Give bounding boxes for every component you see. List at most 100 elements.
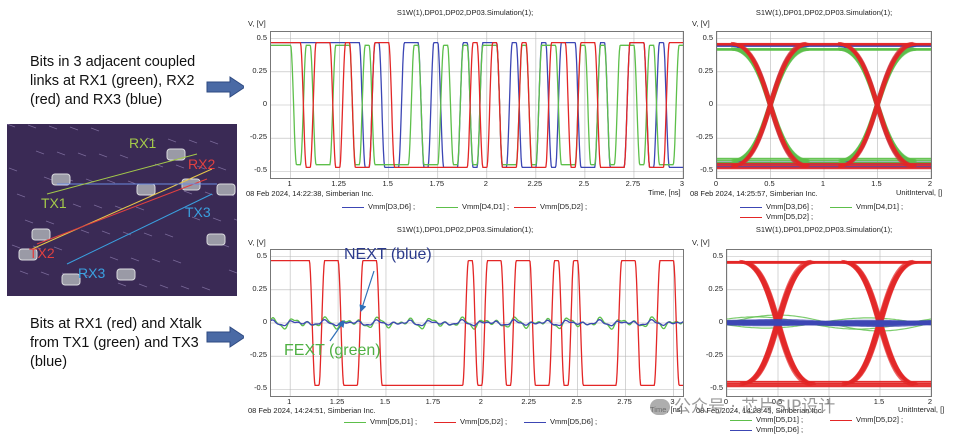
eye-trace [734, 42, 810, 168]
layout-trace [32, 245, 42, 250]
annotation-next: NEXT (blue) [344, 246, 432, 263]
legend-label: Vmm[D5,D6] ; [550, 417, 598, 426]
layout-trace [45, 220, 55, 225]
legend-item: Vmm[D5,D1] ; [344, 417, 417, 426]
legend-swatch [436, 206, 458, 208]
plot-area[interactable] [726, 249, 932, 397]
y-tick-label: 0 [708, 99, 713, 108]
y-tick-label: -0.5 [254, 383, 267, 393]
x-tick-label: 1.5 [382, 179, 393, 188]
legend-swatch [524, 421, 546, 423]
legend-item: Vmm[D5,D1] ; [730, 415, 803, 424]
layout-trace [228, 269, 237, 274]
x-tick-label: 2.5 [578, 179, 590, 188]
layout-trace [212, 217, 222, 222]
eye-trace [841, 42, 917, 168]
legend-label: Vmm[D5,D6] ; [756, 425, 804, 434]
caption-top: Bits in 3 adjacent coupled links at RX1 … [30, 54, 196, 108]
watermark-text: 公众号 · 芯片SIP设计 [674, 397, 836, 417]
layout-route [31, 168, 213, 250]
x-axis-label: Time, [ns] [648, 188, 681, 197]
x-tick-label: 3 [679, 179, 685, 188]
x-tick-label: 2 [927, 397, 933, 406]
chart-title: S1W(1),DP01,DP02,DP03.Simulation(1); [755, 8, 893, 17]
y-tick-label: 0.5 [712, 250, 723, 260]
y-tick-label: 0.5 [256, 32, 267, 42]
x-tick-label: 2 [483, 179, 488, 188]
layout-trace [56, 151, 66, 156]
layout-trace [77, 152, 87, 157]
y-tick-label: 0.5 [702, 32, 713, 42]
layout-pad [216, 183, 236, 196]
layout-trace [48, 125, 58, 130]
arrow-fext [329, 320, 345, 342]
x-tick-label: 2.75 [617, 397, 632, 406]
layout-route [46, 153, 198, 195]
layout-trace [143, 232, 153, 237]
layout-trace [98, 153, 108, 158]
layout-trace [53, 246, 63, 251]
legend-label: Vmm[D3,D6] ; [368, 202, 416, 211]
legend-swatch [730, 429, 752, 431]
legend-label: Vmm[D5,D2] ; [540, 202, 588, 211]
x-tick-label: 1 [825, 397, 831, 406]
chart-title: S1W(1),DP01,DP02,DP03.Simulation(1); [396, 8, 534, 17]
legend-swatch [740, 206, 762, 208]
layout-trace [196, 165, 206, 170]
legend-swatch [342, 206, 364, 208]
x-tick-label: 1 [820, 179, 826, 188]
chart-panel-bottom-right: S1W(1),DP01,DP02,DP03.Simulation(1); V, … [690, 225, 958, 440]
y-tick-label: -0.25 [695, 132, 713, 142]
legend-item: Vmm[D5,D2] ; [434, 417, 507, 426]
layout-trace [201, 286, 211, 291]
timestamp: 08 Feb 2024, 14:28:45, Simberian Inc. [696, 406, 824, 415]
x-tick-label: 2 [478, 397, 483, 406]
chart-panel-top-right: S1W(1),DP01,DP02,DP03.Simulation(1); V, … [690, 8, 958, 222]
y-axis-label: V, [V] [692, 19, 710, 28]
layout-trace [209, 140, 219, 145]
y-tick-label: -0.5 [710, 383, 723, 393]
legend-label: Vmm[D5,D1] ; [756, 415, 804, 424]
x-tick-label: 0.5 [771, 397, 783, 406]
layout-trace [164, 233, 174, 238]
layout-trace [101, 230, 111, 235]
layout-trace [27, 124, 37, 129]
layout-label-tx2: TX2 [29, 245, 55, 261]
layout-trace [16, 193, 26, 198]
layout-label-rx3: RX3 [78, 265, 106, 281]
legend: Vmm[D5,D1] ; Vmm[D5,D2] ; Vmm[D5,D6] ; [690, 415, 958, 439]
layout-trace [35, 150, 45, 155]
layout-trace [106, 179, 116, 184]
layout-trace [114, 205, 124, 210]
legend-swatch [830, 419, 852, 421]
layout-trace [183, 190, 193, 195]
y-tick-label: 0 [262, 317, 267, 326]
layout-trace [109, 256, 119, 261]
x-tick-label: 2.75 [625, 179, 641, 188]
arrow-right-icon [206, 326, 246, 348]
x-tick-label: 1.5 [871, 179, 882, 188]
layout-pad [51, 173, 71, 186]
timestamp: 08 Feb 2024, 14:25:57, Simberian Inc. [690, 189, 818, 198]
x-tick-label: 1.25 [329, 397, 345, 406]
y-tick-label: -0.25 [249, 350, 267, 360]
layout-trace [130, 257, 140, 262]
legend-swatch [740, 216, 762, 218]
y-tick-label: 0.25 [698, 65, 713, 75]
series-line-red [271, 259, 683, 387]
y-tick-label: -0.5 [254, 165, 267, 175]
legend-label: Vmm[D5,D1] ; [370, 417, 418, 426]
y-axis-label: V, [V] [248, 238, 266, 247]
arrow-next [359, 270, 375, 313]
plot-area[interactable] [716, 31, 932, 179]
x-tick-label: 1.25 [331, 179, 346, 188]
caption-bottom: Bits at RX1 (red) and Xtalk from TX1 (gr… [30, 316, 202, 370]
legend-swatch [730, 419, 752, 421]
x-tick-label: 2.25 [527, 179, 543, 188]
plot-area[interactable] [270, 31, 684, 179]
y-axis-label: V, [V] [692, 238, 710, 247]
layout-trace [146, 137, 156, 142]
layout-pad [61, 273, 81, 286]
layout-route [66, 193, 213, 265]
y-tick-label: -0.25 [705, 350, 723, 360]
